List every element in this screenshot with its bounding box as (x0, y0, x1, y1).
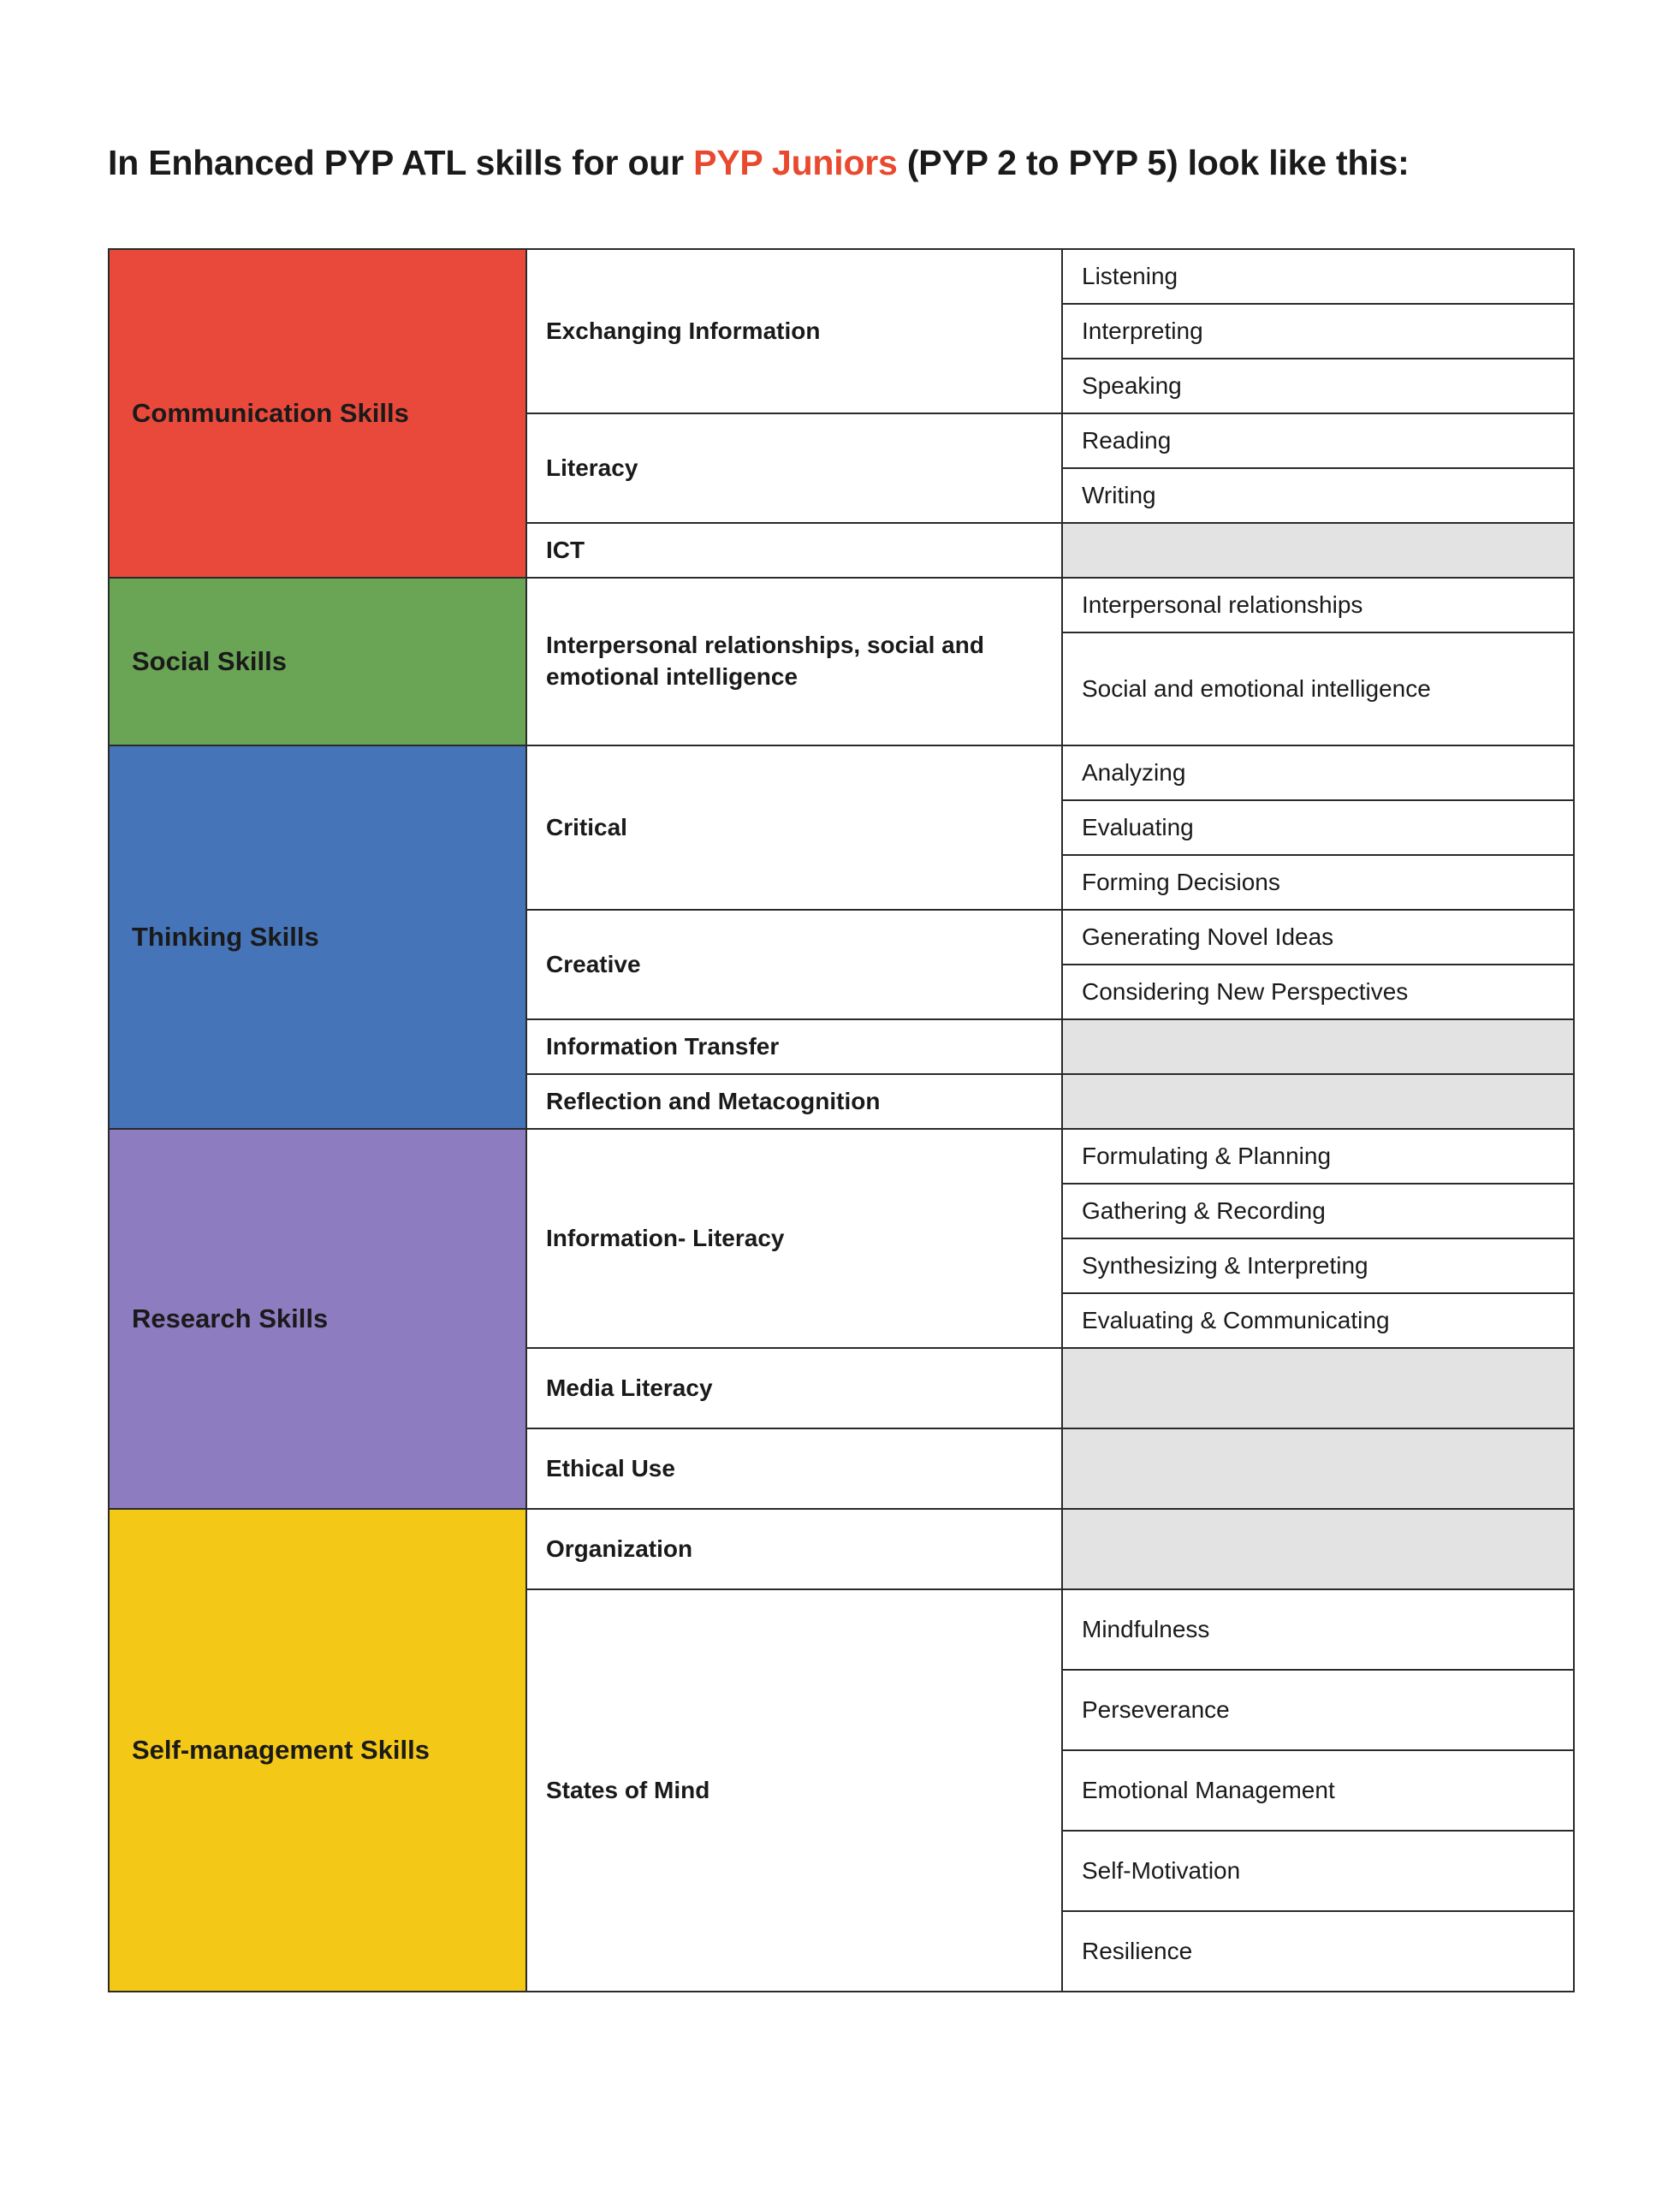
category-cell-social: Social Skills (108, 577, 527, 746)
page-title: In Enhanced PYP ATL skills for our PYP J… (108, 143, 1580, 183)
table-row: Synthesizing & Interpreting (109, 1238, 1575, 1294)
subskill-cell-information-transfer: Information Transfer (525, 1018, 1063, 1075)
subskill-cell-critical: Critical (525, 745, 1063, 911)
table-row: Media Literacy (109, 1347, 1575, 1429)
table-row: Research Skills Information- Literacy Fo… (108, 1128, 1575, 1510)
leaf-cell: Writing (1061, 467, 1575, 524)
subskill-cell-interpersonal: Interpersonal relationships, social and … (525, 577, 1063, 746)
subskill-cell-organization: Organization (525, 1508, 1063, 1590)
subskill-cell-literacy: Literacy (525, 413, 1063, 524)
leaf-cell-empty (1061, 1018, 1575, 1075)
leaf-cell: Listening (1061, 248, 1575, 305)
table-row: Gathering & Recording (109, 1183, 1575, 1239)
leaf-cell: Analyzing (1061, 745, 1575, 801)
atl-skills-table: Communication Skills Exchanging Informat… (108, 248, 1575, 1992)
leaf-cell-empty (1061, 1508, 1575, 1590)
leaf-cell: Evaluating & Communicating (1061, 1292, 1575, 1349)
table-row: States of Mind Mindfulness (109, 1588, 1575, 1992)
leaf-cell: Interpreting (1061, 303, 1575, 359)
table-row: Speaking (109, 358, 1575, 414)
title-before: In Enhanced PYP ATL skills for our (108, 143, 694, 183)
table-row: Self-Motivation (109, 1830, 1575, 1912)
table-row: Resilience (109, 1910, 1575, 1992)
leaf-cell: Evaluating (1061, 799, 1575, 856)
leaf-cell: Emotional Management (1061, 1749, 1575, 1832)
subskill-cell-reflection-metacognition: Reflection and Metacognition (525, 1073, 1063, 1130)
table-row: Evaluating (109, 799, 1575, 856)
leaf-cell: Formulating & Planning (1061, 1128, 1575, 1185)
subskill-cell-ethical-use: Ethical Use (525, 1428, 1063, 1510)
leaf-cell-empty (1061, 1073, 1575, 1130)
leaf-cell: Interpersonal relationships (1061, 577, 1575, 633)
table-row: Communication Skills Exchanging Informat… (108, 248, 1575, 579)
table-row: Creative Generating Novel Ideas (109, 909, 1575, 1020)
category-cell-communication: Communication Skills (108, 248, 527, 579)
category-cell-research: Research Skills (108, 1128, 527, 1510)
table-row: ICT (109, 522, 1575, 579)
subskill-cell-ict: ICT (525, 522, 1063, 579)
table-row: Self-management Skills Organization (108, 1508, 1575, 1992)
table-row: Emotional Management (109, 1749, 1575, 1832)
leaf-cell: Perseverance (1061, 1669, 1575, 1751)
table-row: Perseverance (109, 1669, 1575, 1751)
subskill-cell-media-literacy: Media Literacy (525, 1347, 1063, 1429)
table-row: Interpreting (109, 303, 1575, 359)
table-row: Literacy Reading (109, 413, 1575, 524)
table-row: Forming Decisions (109, 854, 1575, 911)
leaf-cell: Resilience (1061, 1910, 1575, 1992)
leaf-cell: Speaking (1061, 358, 1575, 414)
leaf-cell: Generating Novel Ideas (1061, 909, 1575, 965)
leaf-cell: Mindfulness (1061, 1588, 1575, 1671)
table-row: Evaluating & Communicating (109, 1292, 1575, 1349)
leaf-cell-empty (1061, 1428, 1575, 1510)
table-row: Reflection and Metacognition (109, 1073, 1575, 1130)
table-row: Social Skills Interpersonal relationship… (108, 577, 1575, 746)
table-row: Ethical Use (109, 1428, 1575, 1510)
table-row: Information Transfer (109, 1018, 1575, 1075)
table-row: Writing (109, 467, 1575, 524)
leaf-cell: Reading (1061, 413, 1575, 469)
leaf-cell: Self-Motivation (1061, 1830, 1575, 1912)
title-accent: PYP Juniors (693, 143, 898, 183)
table-row: Thinking Skills Critical Analyzing (108, 745, 1575, 1130)
atl-table-body: Communication Skills Exchanging Informat… (108, 248, 1575, 1992)
title-after: (PYP 2 to PYP 5) look like this: (897, 143, 1410, 183)
table-row: Social and emotional intelligence (109, 632, 1575, 746)
table-row: Considering New Perspectives (109, 964, 1575, 1020)
leaf-cell: Forming Decisions (1061, 854, 1575, 911)
leaf-cell: Synthesizing & Interpreting (1061, 1238, 1575, 1294)
leaf-cell-empty (1061, 522, 1575, 579)
leaf-cell: Considering New Perspectives (1061, 964, 1575, 1020)
subskill-cell-exchanging-information: Exchanging Information (525, 248, 1063, 414)
subskill-cell-creative: Creative (525, 909, 1063, 1020)
subskill-cell-information-literacy: Information- Literacy (525, 1128, 1063, 1349)
leaf-cell-empty (1061, 1347, 1575, 1429)
subskill-cell-states-of-mind: States of Mind (525, 1588, 1063, 1992)
leaf-cell: Gathering & Recording (1061, 1183, 1575, 1239)
category-cell-self-management: Self-management Skills (108, 1508, 527, 1992)
category-cell-thinking: Thinking Skills (108, 745, 527, 1130)
leaf-cell: Social and emotional intelligence (1061, 632, 1575, 746)
